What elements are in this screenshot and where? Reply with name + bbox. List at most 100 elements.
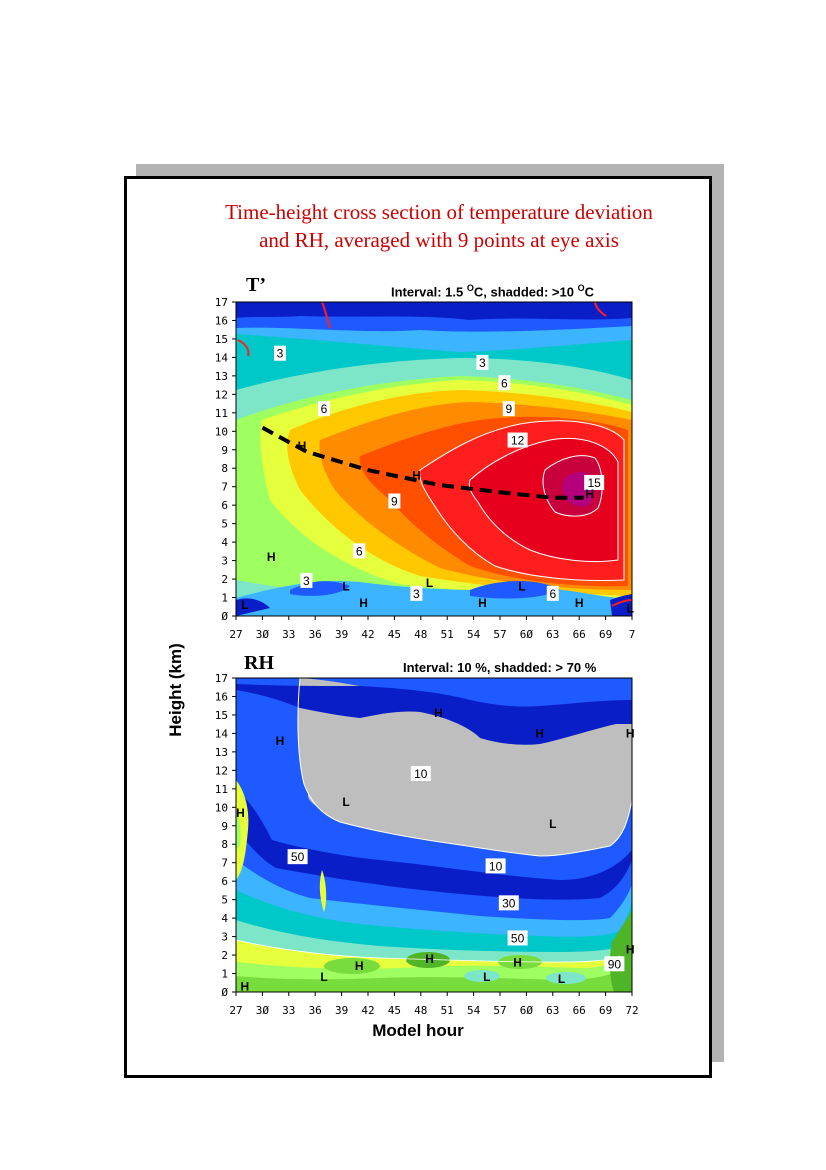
t-contour-label-bg [318, 401, 330, 417]
t-contour-label: 9 [505, 402, 512, 416]
t-x-tick-label: 36 [309, 628, 322, 641]
rh-upper-dark-band [236, 684, 632, 745]
t-x-tick-label: 7 [629, 628, 636, 641]
t-top-red-line-2 [237, 339, 250, 357]
rh-gray-cell-2 [308, 785, 360, 810]
t-y-tick-label: 4 [221, 536, 228, 549]
rh-extremum-marker: H [355, 959, 364, 973]
rh-contour-label: 90 [608, 957, 622, 971]
rh-contour-label: 10 [414, 767, 428, 781]
rh-contour-field [236, 678, 632, 992]
t-y-tick-label: Ø [221, 610, 228, 623]
t-contour-label-bg [300, 572, 313, 588]
rh-extremum-marker: H [425, 952, 434, 966]
t-contour-label: 6 [549, 587, 556, 601]
t-note-c1: C, shadded: >10 [473, 284, 578, 300]
t-bottom-red-line [611, 599, 632, 607]
rh-extremum-marker: H [535, 726, 544, 740]
t-contour-label-bg [388, 493, 401, 509]
rh-y-tick-label: 8 [221, 838, 228, 851]
rh-layer-80 [236, 938, 632, 992]
t-y-tick-label: 12 [215, 388, 228, 401]
t-x-tick-label: 45 [388, 628, 401, 641]
t-surface-cold-3 [236, 598, 270, 616]
rh-y-tick-label: 10 [215, 801, 228, 814]
t-x-tick-label: 51 [441, 628, 454, 641]
t-contour-label-bg [507, 432, 528, 448]
t-contour-12 [419, 420, 625, 581]
t-top-dark-band [236, 302, 632, 320]
rh-dry-cell-1 [464, 970, 500, 982]
t-top-red-line-3 [594, 302, 607, 317]
t-y-tick-label: 8 [221, 462, 228, 475]
t-y-tick-label: 1 [221, 592, 228, 605]
t-extremum-marker: L [342, 579, 349, 593]
t-x-tick-label: 63 [546, 628, 559, 641]
rh-contour-label: 10 [489, 859, 503, 873]
t-contour-label: 3 [277, 347, 284, 361]
t-contour-label-bg [274, 345, 286, 361]
t-extremum-marker: L [627, 602, 634, 616]
rh-x-tick-label: 72 [625, 1004, 638, 1017]
t-contour-label: 12 [511, 434, 525, 448]
rh-x-tick-label: 45 [388, 1004, 401, 1017]
figure-title-line2: and RH, averaged with 9 points at eye ax… [259, 228, 619, 252]
rh-contour-label-bg [485, 858, 506, 874]
rh-left-moist-column [236, 780, 249, 880]
t-note-c2: C [584, 284, 594, 300]
rh-left-moist-core [236, 810, 241, 850]
t-contour-label-bg [410, 585, 423, 601]
rh-x-tick-label: 57 [493, 1004, 506, 1017]
t-contour-label: 6 [356, 544, 363, 558]
t-panel-note: Interval: 1.5 OC, shadded: >10 OC [391, 283, 594, 299]
t-x-tick-label: 48 [414, 628, 427, 641]
t-x-tick-label: 57 [493, 628, 506, 641]
rh-contour-label-bg [507, 930, 528, 946]
t-extremum-marker: H [478, 596, 487, 610]
t-x-tick-label: 6Ø [520, 628, 534, 641]
rh-x-tick-label: 3Ø [256, 1004, 270, 1017]
rh-y-tick-label: 16 [215, 690, 228, 703]
t-y-tick-label: 5 [221, 518, 228, 531]
t-contour-label-bg [476, 354, 489, 370]
t-extremum-marker: H [267, 550, 276, 564]
t-top-red-line-1 [321, 302, 331, 329]
rh-contour-label: 50 [291, 850, 305, 864]
rh-y-tick-label: 7 [221, 857, 228, 870]
rh-plot-border [235, 677, 633, 993]
rh-contour-label: 30 [502, 896, 516, 910]
t-y-tick-label: 15 [215, 333, 228, 346]
t-contour-label: 3 [479, 356, 486, 370]
rh-layer-90 [236, 940, 632, 992]
rh-extremum-marker: H [276, 734, 285, 748]
t-x-tick-label: 66 [573, 628, 586, 641]
t-x-tick-label: 39 [335, 628, 348, 641]
rh-y-tick-label: 4 [221, 912, 228, 925]
t-plot-border [235, 301, 633, 617]
t-note-unit2: O [577, 283, 585, 293]
t-contour-label-bg [584, 475, 605, 491]
t-x-tick-label: 54 [467, 628, 481, 641]
figure-title: Time-height cross section of temperature… [124, 198, 754, 254]
rh-extremum-marker: H [236, 806, 245, 820]
rh-y-tick-label: 3 [221, 931, 228, 944]
figure-title-line1: Time-height cross section of temperature… [225, 200, 653, 224]
t-contour-field [236, 302, 632, 616]
t-y-tick-label: 13 [215, 370, 228, 383]
t-extremum-marker: L [426, 576, 433, 590]
rh-x-tick-label: 42 [361, 1004, 374, 1017]
t-contour-label-bg [546, 585, 559, 601]
t-extremum-marker: H [585, 487, 594, 501]
rh-y-tick-label: 13 [215, 746, 228, 759]
rh-moist-cell-2 [406, 952, 450, 968]
t-extremum-marker: H [359, 596, 368, 610]
rh-contour-label-bg [604, 956, 625, 972]
t-surface-cold-2 [470, 581, 560, 599]
t-x-tick-label: 27 [229, 628, 242, 641]
rh-x-tick-label: 63 [546, 1004, 559, 1017]
t-y-tick-label: 9 [221, 444, 228, 457]
rh-x-tick-label: 6Ø [520, 1004, 534, 1017]
t-extremum-marker: H [412, 469, 421, 483]
